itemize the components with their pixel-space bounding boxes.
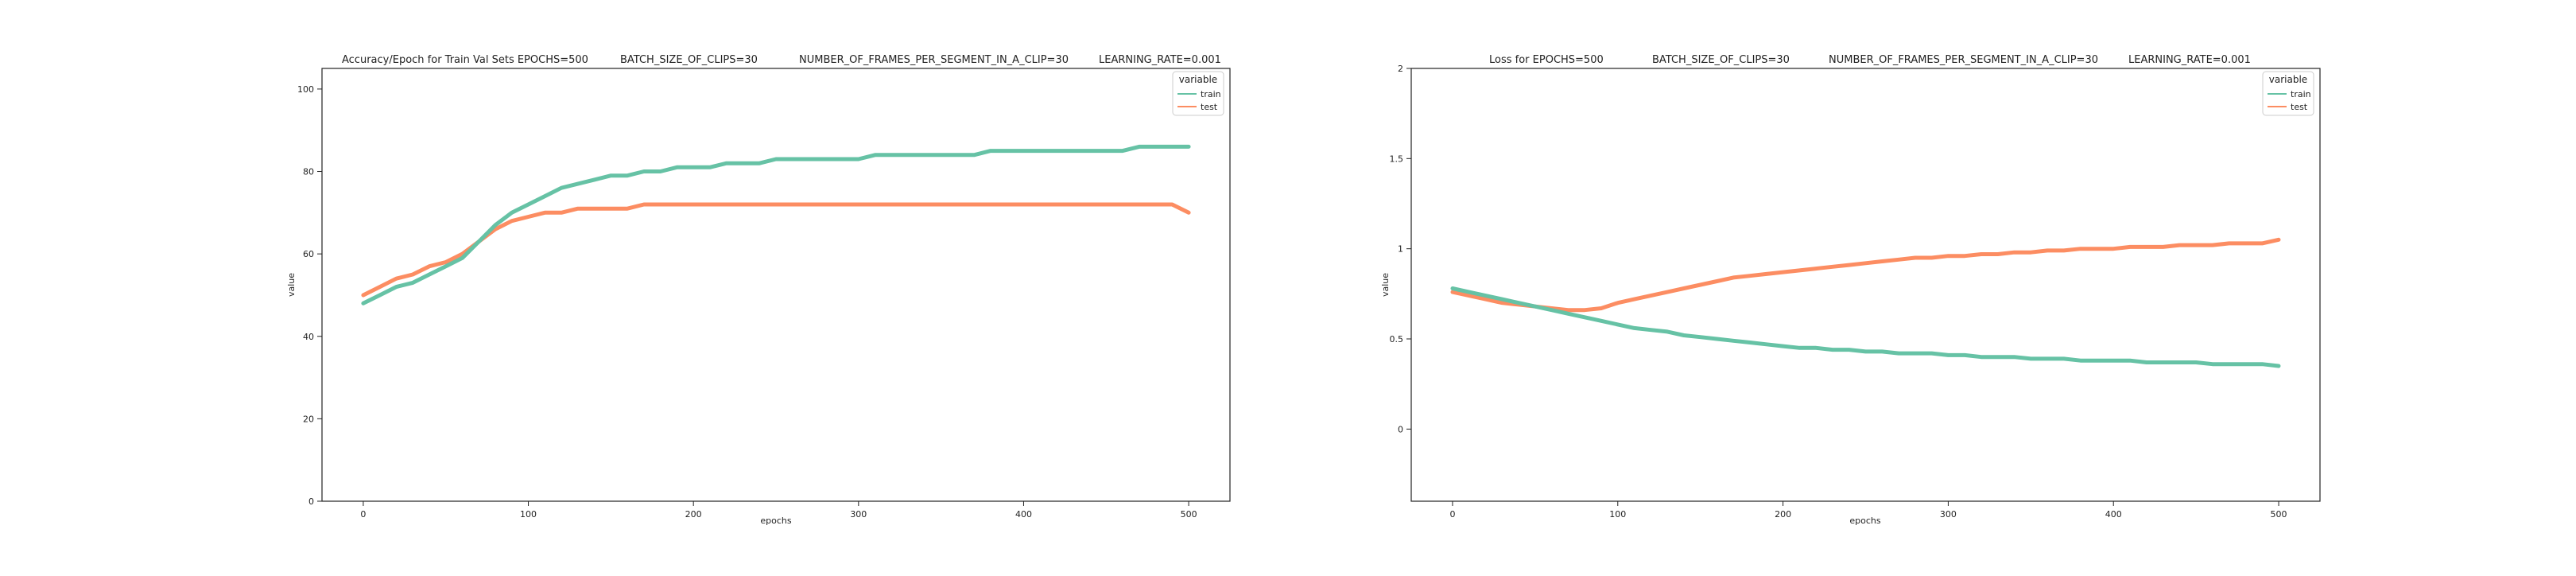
loss-x-tick-label-5: 500 (2271, 509, 2287, 520)
loss-x-axis-label: epochs (1849, 516, 1880, 526)
loss-x-tick-label-4: 400 (2105, 509, 2122, 520)
accuracy-y-ticks: 0 20 40 60 80 100 (297, 84, 322, 507)
accuracy-y-tick-label-4: 80 (303, 167, 314, 177)
loss-test-line (1450, 237, 2281, 313)
loss-x-tick-label-0: 0 (1449, 509, 1455, 520)
accuracy-y-tick-label-1: 20 (303, 414, 314, 424)
loss-title-part-2: BATCH_SIZE_OF_CLIPS=30 (1652, 54, 1790, 66)
accuracy-x-tick-label-1: 100 (520, 509, 537, 520)
loss-legend-title: variable (2269, 74, 2307, 85)
accuracy-train-line (361, 144, 1191, 306)
loss-legend-box (2262, 71, 2314, 116)
loss-y-tick-label-4: 2 (1398, 64, 1403, 74)
accuracy-title: Accuracy/Epoch for Train Val Sets EPOCHS… (342, 54, 1221, 66)
loss-x-tick-label-2: 200 (1775, 509, 1791, 520)
loss-title-part-4: LEARNING_RATE=0.001 (2128, 54, 2251, 66)
accuracy-legend-box (1172, 71, 1224, 116)
accuracy-y-tick-label-5: 100 (297, 84, 314, 95)
accuracy-legend-test-label: test (1201, 102, 1218, 112)
loss-y-tick-label-2: 1 (1398, 244, 1403, 255)
accuracy-title-part-1: Accuracy/Epoch for Train Val Sets EPOCHS… (342, 54, 588, 66)
loss-y-tick-label-3: 1.5 (1390, 154, 1404, 164)
loss-series-lines (1450, 237, 2281, 368)
accuracy-x-tick-label-2: 200 (685, 509, 702, 520)
loss-train-line (1450, 286, 2281, 368)
accuracy-title-part-2: BATCH_SIZE_OF_CLIPS=30 (620, 54, 758, 66)
accuracy-x-tick-label-4: 400 (1015, 509, 1032, 520)
accuracy-legend: variable train test (1172, 71, 1224, 116)
accuracy-legend-title: variable (1179, 74, 1217, 85)
accuracy-y-tick-label-3: 60 (303, 249, 314, 259)
loss-x-tick-label-1: 100 (1609, 509, 1626, 520)
loss-legend: variable train test (2262, 71, 2314, 116)
accuracy-y-tick-label-0: 0 (308, 496, 314, 507)
loss-y-tick-label-1: 0.5 (1390, 334, 1404, 344)
loss-legend-test-label: test (2291, 102, 2308, 112)
loss-x-tick-label-3: 300 (1940, 509, 1957, 520)
loss-plot-frame (1410, 68, 2321, 502)
accuracy-panel: Accuracy/Epoch for Train Val Sets EPOCHS… (286, 54, 1231, 526)
accuracy-x-tick-label-3: 300 (850, 509, 867, 520)
accuracy-y-tick-label-2: 40 (303, 332, 314, 342)
loss-y-ticks: 0 0.5 1 1.5 2 (1390, 64, 1411, 434)
loss-title: Loss for EPOCHS=500 BATCH_SIZE_OF_CLIPS=… (1489, 54, 2251, 66)
accuracy-title-part-4: LEARNING_RATE=0.001 (1099, 54, 1221, 66)
accuracy-plot-frame (321, 68, 1231, 502)
loss-legend-train-label: train (2291, 89, 2311, 99)
accuracy-test-line (361, 202, 1191, 298)
loss-panel: Loss for EPOCHS=500 BATCH_SIZE_OF_CLIPS=… (1380, 54, 2321, 526)
accuracy-x-tick-label-5: 500 (1181, 509, 1197, 520)
accuracy-legend-train-label: train (1201, 89, 1221, 99)
accuracy-title-part-3: NUMBER_OF_FRAMES_PER_SEGMENT_IN_A_CLIP=3… (799, 54, 1069, 66)
loss-title-part-3: NUMBER_OF_FRAMES_PER_SEGMENT_IN_A_CLIP=3… (1829, 54, 2098, 66)
accuracy-x-ticks: 0 100 200 300 400 500 (360, 501, 1197, 520)
accuracy-x-tick-label-0: 0 (360, 509, 366, 520)
accuracy-y-axis-label: value (286, 273, 297, 297)
accuracy-x-axis-label: epochs (760, 516, 791, 526)
loss-y-tick-label-0: 0 (1398, 424, 1403, 434)
loss-y-axis-label: value (1380, 273, 1391, 297)
accuracy-series-lines (361, 144, 1191, 306)
loss-title-part-1: Loss for EPOCHS=500 (1489, 54, 1604, 66)
loss-x-ticks: 0 100 200 300 400 500 (1449, 501, 2287, 520)
